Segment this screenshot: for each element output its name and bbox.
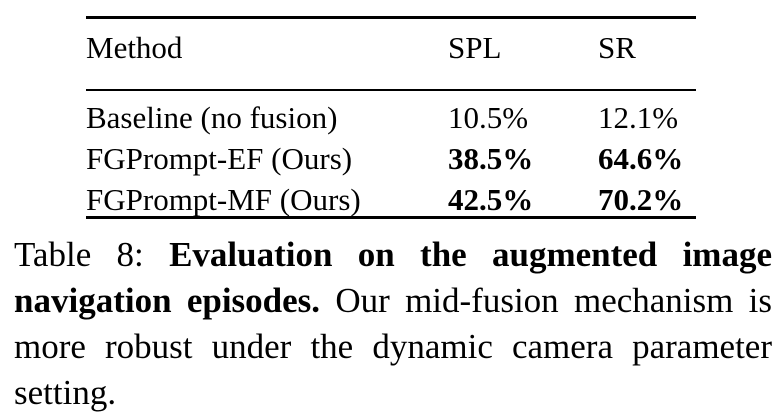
table-header-rule bbox=[86, 89, 696, 91]
table-bottom-rule bbox=[86, 216, 696, 219]
caption-label: Table 8: bbox=[14, 235, 144, 274]
row-1-sr: 64.6% bbox=[598, 141, 684, 176]
row-0-sr: 12.1% bbox=[598, 100, 679, 135]
row-2-spl: 42.5% bbox=[448, 182, 534, 217]
header-method: Method bbox=[86, 30, 183, 65]
row-1-method: FGPrompt-EF (Ours) bbox=[86, 141, 353, 176]
header-sr: SR bbox=[598, 30, 636, 65]
row-2-method: FGPrompt-MF (Ours) bbox=[86, 182, 361, 217]
row-2-sr: 70.2% bbox=[598, 182, 684, 217]
row-1-spl: 38.5% bbox=[448, 141, 534, 176]
row-0-spl: 10.5% bbox=[448, 100, 529, 135]
caption-bold-text: Evaluation on the augmented image naviga… bbox=[14, 235, 772, 320]
header-spl: SPL bbox=[448, 30, 502, 65]
table-caption: Table 8: Evaluation on the augmented ima… bbox=[14, 232, 772, 416]
table-top-rule bbox=[86, 16, 696, 19]
caption-text: Our mid-fusion mechanism is more robust … bbox=[14, 281, 773, 412]
row-0-method: Baseline (no fusion) bbox=[86, 100, 338, 135]
